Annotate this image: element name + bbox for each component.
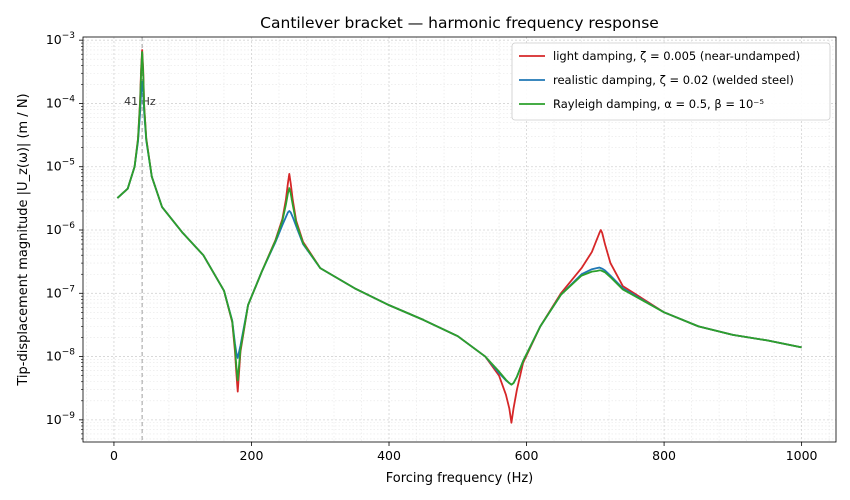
y-tick-label: 10−3 — [46, 31, 75, 47]
x-tick-label: 400 — [377, 448, 401, 463]
x-tick-label: 1000 — [786, 448, 818, 463]
legend: light damping, ζ = 0.005 (near-undamped)… — [511, 42, 831, 121]
y-tick-label: 10−9 — [46, 411, 75, 427]
y-tick-label: 10−7 — [46, 284, 75, 300]
legend-label: realistic damping, ζ = 0.02 (welded stee… — [553, 73, 794, 87]
y-tick-label: 10−8 — [46, 348, 75, 364]
legend-label: Rayleigh damping, α = 0.5, β = 10⁻⁵ — [553, 97, 764, 111]
y-tick-label: 10−5 — [46, 158, 75, 174]
y-axis-label: Tip-displacement magnitude |U_z(ω)| (m /… — [16, 93, 31, 386]
x-tick-label: 600 — [515, 448, 539, 463]
chart-title: Cantilever bracket — harmonic frequency … — [260, 14, 659, 32]
plot-frame — [82, 36, 837, 443]
x-tick-label: 0 — [110, 448, 118, 463]
x-tick-label: 800 — [652, 448, 676, 463]
series-line-3 — [116, 51, 802, 386]
axis-ticks: 0 200 400 600 800 1000 10−9 10−8 10−7 10−6 10−5 10−… — [46, 31, 818, 463]
x-tick-label: 200 — [240, 448, 264, 463]
series-group — [116, 49, 802, 424]
legend-box — [511, 42, 831, 121]
legend-label: light damping, ζ = 0.005 (near-undamped) — [553, 49, 800, 63]
x-axis-label: Forcing frequency (Hz) — [386, 471, 534, 486]
y-tick-label: 10−6 — [46, 221, 75, 237]
y-tick-label: 10−4 — [46, 94, 75, 110]
